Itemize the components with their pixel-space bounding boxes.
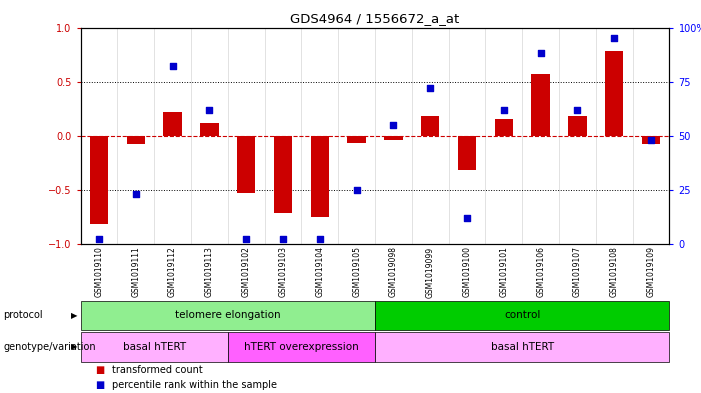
- Bar: [237, 136, 255, 193]
- Text: percentile rank within the sample: percentile rank within the sample: [112, 380, 277, 390]
- Text: genotype/variation: genotype/variation: [4, 342, 96, 352]
- Bar: [495, 119, 513, 136]
- Bar: [274, 136, 292, 213]
- Bar: [569, 116, 587, 136]
- Point: [425, 85, 436, 91]
- Text: ■: ■: [95, 380, 104, 390]
- Point: [130, 191, 142, 197]
- Point: [608, 35, 620, 41]
- Point: [167, 63, 178, 70]
- Text: protocol: protocol: [4, 310, 43, 320]
- Point: [351, 186, 362, 193]
- Bar: [458, 136, 476, 170]
- Bar: [605, 51, 623, 136]
- Point: [388, 122, 399, 128]
- Bar: [421, 116, 440, 136]
- Bar: [348, 136, 366, 143]
- Bar: [90, 136, 108, 224]
- Text: basal hTERT: basal hTERT: [123, 342, 186, 352]
- Bar: [531, 74, 550, 136]
- Point: [461, 215, 472, 221]
- Point: [314, 236, 325, 242]
- Point: [204, 107, 215, 113]
- Text: ▶: ▶: [71, 311, 77, 320]
- Title: GDS4964 / 1556672_a_at: GDS4964 / 1556672_a_at: [290, 12, 460, 25]
- Bar: [163, 112, 182, 136]
- Text: basal hTERT: basal hTERT: [491, 342, 554, 352]
- Point: [240, 236, 252, 242]
- Text: telomere elongation: telomere elongation: [175, 310, 280, 320]
- Text: control: control: [504, 310, 540, 320]
- Text: ■: ■: [95, 365, 104, 375]
- Text: ▶: ▶: [71, 342, 77, 351]
- Point: [572, 107, 583, 113]
- Text: hTERT overexpression: hTERT overexpression: [244, 342, 359, 352]
- Point: [646, 137, 657, 143]
- Bar: [642, 136, 660, 144]
- Bar: [200, 123, 219, 136]
- Bar: [311, 136, 329, 217]
- Bar: [384, 136, 402, 140]
- Point: [498, 107, 510, 113]
- Bar: [127, 136, 145, 144]
- Point: [93, 236, 104, 242]
- Text: transformed count: transformed count: [112, 365, 203, 375]
- Point: [278, 236, 289, 242]
- Point: [535, 50, 546, 57]
